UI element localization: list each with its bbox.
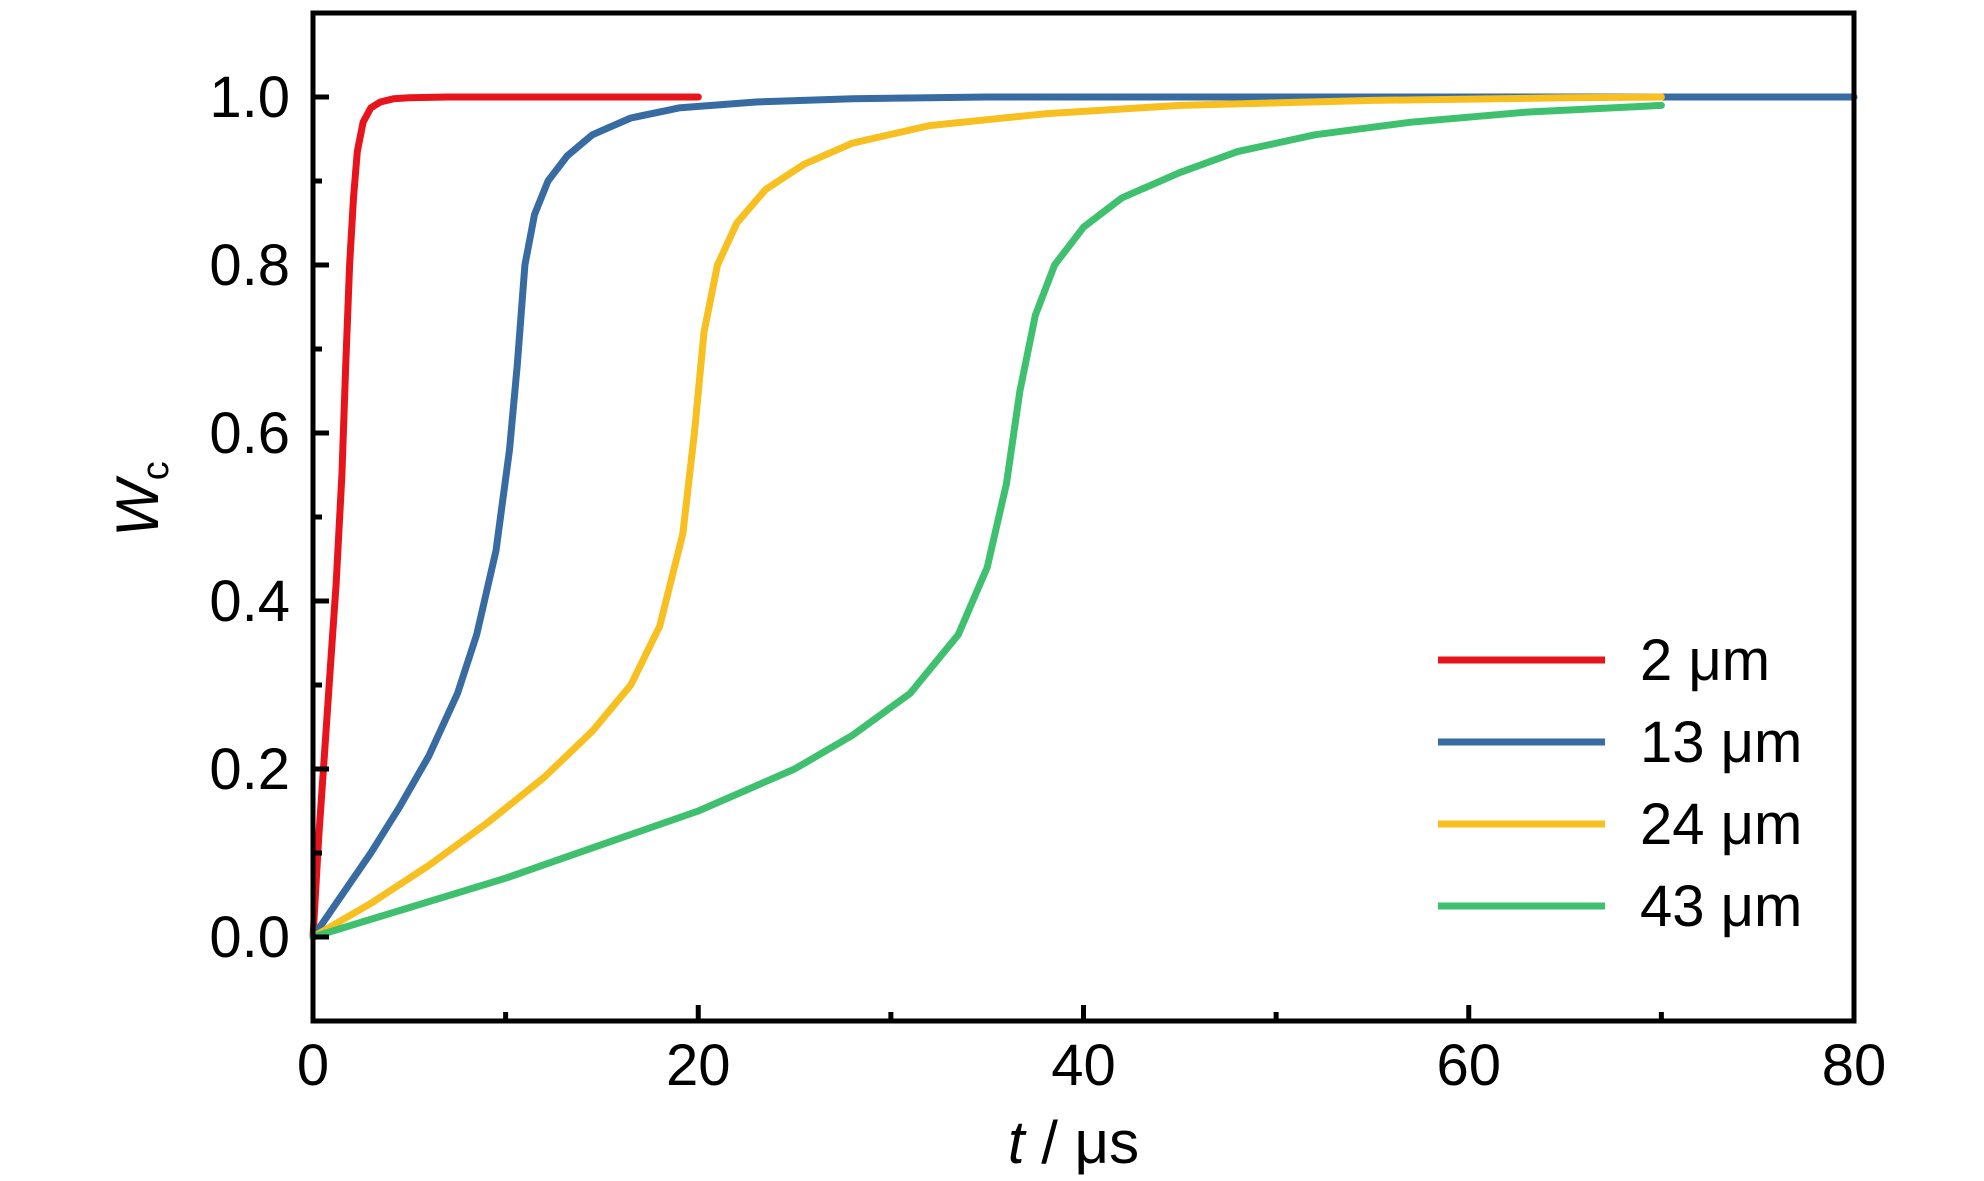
y-axis-title: Wc	[104, 461, 177, 537]
x-axis-title: t / μs	[1008, 1109, 1139, 1176]
y-axis-title-variable: W	[104, 475, 171, 537]
x-axis-title-variable: t	[1008, 1109, 1027, 1176]
series-line-1	[309, 93, 702, 941]
y-tick-label: 0.6	[209, 401, 290, 466]
legend-label-2: 13 μm	[1640, 710, 1802, 775]
series-line-3	[309, 93, 1665, 941]
y-tick-label: 0.0	[209, 905, 290, 970]
axis-ticks	[310, 94, 1857, 1021]
legend-label-3: 24 μm	[1640, 792, 1802, 857]
x-tick-labels: 0 20 40 60 80	[297, 1033, 1886, 1098]
x-tick-label: 60	[1436, 1033, 1501, 1098]
legend-label-1: 2 μm	[1640, 628, 1770, 693]
x-tick-label: 20	[666, 1033, 731, 1098]
series-lines	[309, 93, 1858, 941]
x-tick-label: 80	[1822, 1033, 1887, 1098]
y-tick-label: 0.8	[209, 233, 290, 298]
legend: 2 μm 13 μm 24 μm 43 μm	[1438, 628, 1802, 939]
x-axis-title-unit: / μs	[1025, 1109, 1140, 1176]
x-tick-label: 40	[1051, 1033, 1116, 1098]
y-axis-title-subscript: c	[135, 461, 177, 480]
y-tick-label: 0.2	[209, 737, 290, 802]
series-line-4	[309, 101, 1665, 941]
legend-label-4: 43 μm	[1640, 874, 1802, 939]
x-tick-label: 0	[297, 1033, 329, 1098]
series-line-2	[309, 93, 1858, 941]
y-tick-label: 1.0	[209, 65, 290, 130]
plot-frame	[310, 10, 1857, 1024]
y-tick-label: 0.4	[209, 569, 290, 634]
y-tick-labels: 0.0 0.2 0.4 0.6 0.8 1.0	[209, 65, 290, 970]
